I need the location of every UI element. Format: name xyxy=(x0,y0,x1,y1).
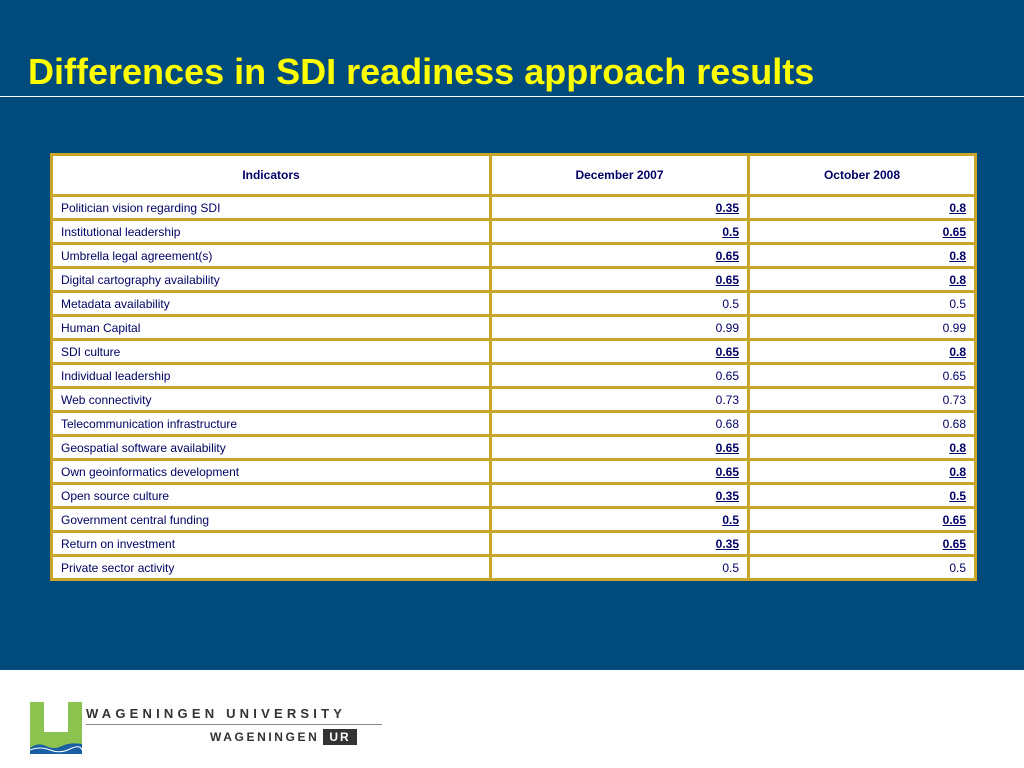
table-row: Geospatial software availability 0.65 0.8 xyxy=(50,434,977,461)
october-2008-value: 0.5 xyxy=(747,482,977,509)
table-row: Metadata availability 0.5 0.5 xyxy=(50,290,977,317)
indicator-cell: Web connectivity xyxy=(50,386,492,413)
table-row: Return on investment 0.35 0.65 xyxy=(50,530,977,557)
october-2008-value: 0.8 xyxy=(747,194,977,221)
sub-brand-badge: UR xyxy=(323,729,357,745)
december-2007-value: 0.65 xyxy=(489,266,750,293)
indicator-cell: SDI culture xyxy=(50,338,492,365)
slide-background: Differences in SDI readiness approach re… xyxy=(0,0,1024,670)
indicator-cell: Return on investment xyxy=(50,530,492,557)
december-2007-value: 0.65 xyxy=(489,458,750,485)
december-2007-value: 0.35 xyxy=(489,482,750,509)
december-2007-value: 0.5 xyxy=(489,218,750,245)
october-2008-value: 0.8 xyxy=(747,434,977,461)
october-2008-value: 0.5 xyxy=(747,554,977,581)
indicator-cell: Digital cartography availability xyxy=(50,266,492,293)
table-header-row: Indicators December 2007 October 2008 xyxy=(50,153,977,197)
indicator-cell: Open source culture xyxy=(50,482,492,509)
table-row: Institutional leadership 0.5 0.65 xyxy=(50,218,977,245)
university-name: WAGENINGEN UNIVERSITY xyxy=(86,706,347,721)
footer: WAGENINGEN UNIVERSITY WAGENINGEN UR xyxy=(0,670,1024,768)
indicator-cell: Politician vision regarding SDI xyxy=(50,194,492,221)
sub-brand: WAGENINGEN UR xyxy=(210,729,357,745)
october-2008-value: 0.5 xyxy=(747,290,977,317)
indicator-cell: Individual leadership xyxy=(50,362,492,389)
october-2008-value: 0.99 xyxy=(747,314,977,341)
table-row: Telecommunication infrastructure 0.68 0.68 xyxy=(50,410,977,437)
december-2007-value: 0.5 xyxy=(489,290,750,317)
december-2007-value: 0.73 xyxy=(489,386,750,413)
header-october-2008: October 2008 xyxy=(747,153,977,197)
table-row: Open source culture 0.35 0.5 xyxy=(50,482,977,509)
indicator-cell: Government central funding xyxy=(50,506,492,533)
indicator-cell: Institutional leadership xyxy=(50,218,492,245)
december-2007-value: 0.68 xyxy=(489,410,750,437)
december-2007-value: 0.5 xyxy=(489,554,750,581)
slide-title: Differences in SDI readiness approach re… xyxy=(28,51,815,92)
table-row: Digital cartography availability 0.65 0.8 xyxy=(50,266,977,293)
october-2008-value: 0.65 xyxy=(747,218,977,245)
sub-brand-text: WAGENINGEN xyxy=(210,730,320,744)
table-row: Web connectivity 0.73 0.73 xyxy=(50,386,977,413)
october-2008-value: 0.68 xyxy=(747,410,977,437)
december-2007-value: 0.65 xyxy=(489,242,750,269)
indicator-cell: Own geoinformatics development xyxy=(50,458,492,485)
table-row: SDI culture 0.65 0.8 xyxy=(50,338,977,365)
wageningen-logo-icon xyxy=(30,702,82,754)
table-body: Politician vision regarding SDI 0.35 0.8 In… xyxy=(50,194,977,581)
december-2007-value: 0.5 xyxy=(489,506,750,533)
table-row: Human Capital 0.99 0.99 xyxy=(50,314,977,341)
october-2008-value: 0.65 xyxy=(747,506,977,533)
indicator-cell: Human Capital xyxy=(50,314,492,341)
indicator-cell: Private sector activity xyxy=(50,554,492,581)
october-2008-value: 0.8 xyxy=(747,242,977,269)
october-2008-value: 0.8 xyxy=(747,458,977,485)
header-december-2007: December 2007 xyxy=(489,153,750,197)
december-2007-value: 0.99 xyxy=(489,314,750,341)
readiness-table: Indicators December 2007 October 2008 Po… xyxy=(50,153,977,581)
table-row: Own geoinformatics development 0.65 0.8 xyxy=(50,458,977,485)
logo-divider xyxy=(86,724,382,725)
october-2008-value: 0.73 xyxy=(747,386,977,413)
table-row: Private sector activity 0.5 0.5 xyxy=(50,554,977,581)
header-indicators: Indicators xyxy=(50,153,492,197)
october-2008-value: 0.8 xyxy=(747,266,977,293)
december-2007-value: 0.35 xyxy=(489,530,750,557)
table-row: Individual leadership 0.65 0.65 xyxy=(50,362,977,389)
indicator-cell: Umbrella legal agreement(s) xyxy=(50,242,492,269)
october-2008-value: 0.65 xyxy=(747,362,977,389)
december-2007-value: 0.65 xyxy=(489,434,750,461)
title-divider xyxy=(0,96,1024,97)
indicator-cell: Geospatial software availability xyxy=(50,434,492,461)
table-row: Umbrella legal agreement(s) 0.65 0.8 xyxy=(50,242,977,269)
table-row: Government central funding 0.5 0.65 xyxy=(50,506,977,533)
october-2008-value: 0.65 xyxy=(747,530,977,557)
october-2008-value: 0.8 xyxy=(747,338,977,365)
table-row: Politician vision regarding SDI 0.35 0.8 xyxy=(50,194,977,221)
indicator-cell: Metadata availability xyxy=(50,290,492,317)
december-2007-value: 0.65 xyxy=(489,362,750,389)
december-2007-value: 0.65 xyxy=(489,338,750,365)
indicator-cell: Telecommunication infrastructure xyxy=(50,410,492,437)
december-2007-value: 0.35 xyxy=(489,194,750,221)
table-header: Indicators December 2007 October 2008 xyxy=(50,153,977,197)
